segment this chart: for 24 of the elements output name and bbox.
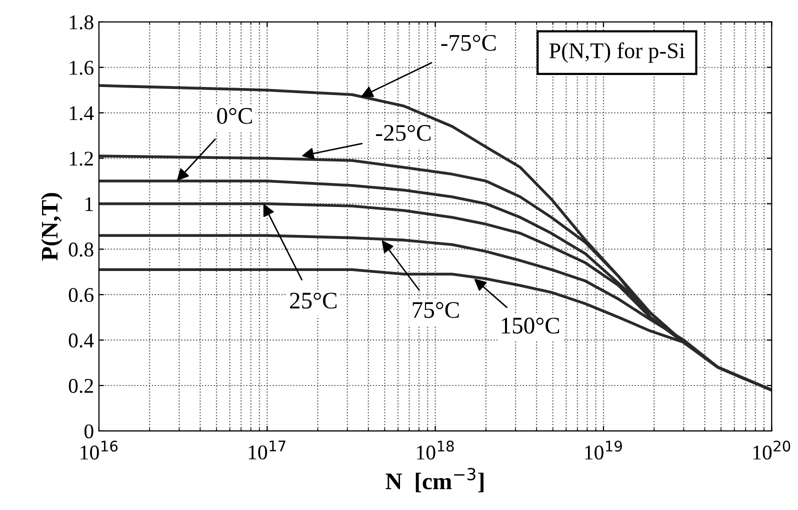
x-tick-label: 10$^{18}$ bbox=[417, 440, 454, 460]
y-tick-label: 0 bbox=[84, 424, 94, 438]
annotation: 25°C bbox=[290, 292, 336, 309]
y-tick-label: 1.2 bbox=[70, 152, 93, 166]
y-tick-label: 0.4 bbox=[68, 333, 94, 348]
y-tick-label: 1.8 bbox=[70, 15, 94, 30]
x-tick-label: 10$^{16}$ bbox=[80, 440, 118, 460]
y-tick-label: 0.2 bbox=[68, 378, 93, 394]
x-tick-label: 10$^{19}$ bbox=[585, 440, 622, 460]
y-tick-label: 0.8 bbox=[68, 242, 94, 257]
y-tick-label: 0.6 bbox=[68, 288, 94, 302]
annotation: -25°C bbox=[376, 124, 430, 141]
y-tick-label: 1.6 bbox=[70, 60, 94, 75]
text: P(N,T) for p-Si bbox=[549, 42, 685, 63]
x-axis-title: N [cm$^{−3}$] bbox=[386, 468, 484, 492]
y-tick-label: 1 bbox=[86, 197, 93, 211]
annotation: 150°C bbox=[502, 318, 560, 334]
x-tick-label: 10$^{20}$ bbox=[753, 440, 790, 460]
annotation: -75°C bbox=[441, 34, 496, 51]
annotation: 0°C bbox=[217, 108, 252, 124]
y-tick-label: 1.4 bbox=[70, 106, 94, 120]
x-tick-label: 10$^{17}$ bbox=[248, 440, 286, 460]
y-axis-title: P(N,T) bbox=[41, 193, 62, 260]
annotation: 75°C bbox=[412, 302, 459, 318]
